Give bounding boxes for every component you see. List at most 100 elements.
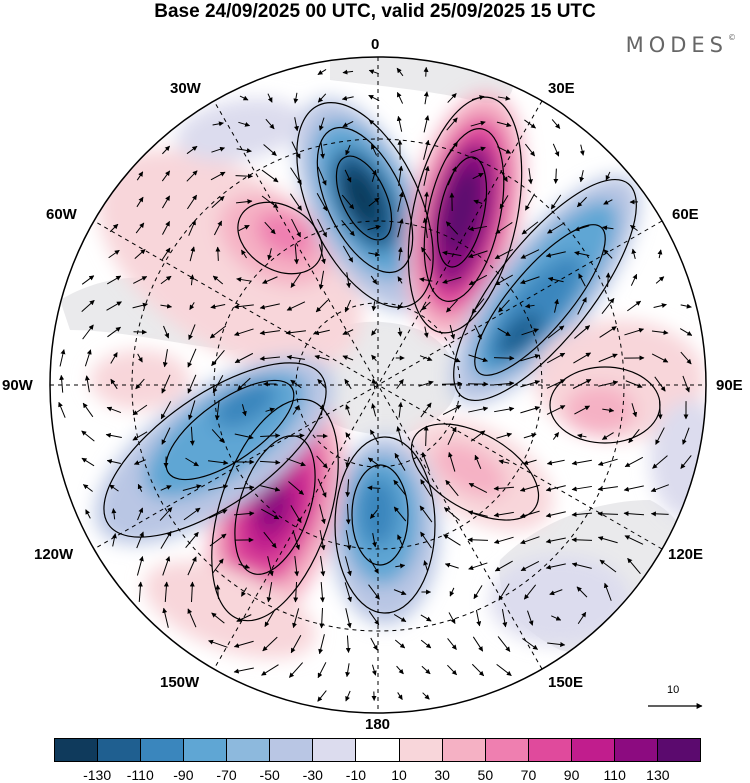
wind-vector [241,404,247,417]
contour-lines [103,96,661,622]
wind-vector [650,484,669,493]
wind-vector [233,304,254,310]
wind-vector [186,194,198,210]
wind-vector [317,378,327,389]
wind-vector [550,194,562,210]
wind-vector [422,692,430,700]
wind-vector [397,191,404,212]
wind-vector [162,220,170,235]
wind-vector [344,169,352,183]
wind-vector [210,171,226,181]
wind-vector [394,452,406,471]
wind-vector [345,503,351,525]
wind-vector [680,351,692,365]
wind-vector [494,248,514,260]
wind-vector [393,479,407,497]
wind-vector [571,511,593,517]
wind-vector [109,223,119,233]
colorbar-tick-label: 90 [563,767,580,783]
wind-vector [470,120,486,127]
wind-vector [396,67,404,77]
wind-vector [81,299,95,313]
wind-vector [264,609,276,628]
wind-vector [211,612,225,624]
wind-vector [234,328,254,337]
wind-vector [212,121,224,127]
wind-vector [109,484,119,492]
colorbar-swatch [528,739,572,761]
wind-vector [421,452,430,472]
wind-vector [574,325,591,339]
wind-vector [260,485,281,492]
anomaly-pos-southatlantic-core [257,212,313,258]
wind-vector [341,219,355,237]
lon-label-30w: 30W [170,80,201,97]
wind-vector [84,375,90,393]
wind-vector [188,219,196,236]
wind-vector [367,457,380,467]
wind-vector [471,95,485,101]
wind-vector [472,172,484,180]
colorbar-swatch [313,739,357,761]
wind-vector [598,353,618,363]
colorbar-tick-label: -110 [126,767,154,783]
wind-vector [393,613,407,623]
wind-vector [345,144,351,156]
lon-label-180: 180 [365,716,391,733]
wind-vector [397,218,404,238]
wind-vector [545,511,566,518]
wind-vector [446,117,458,131]
wind-vector [444,562,459,569]
lon-label-90w: 90W [2,377,33,394]
wind-vector [599,559,617,573]
wind-vector [419,277,433,283]
wind-vector [290,505,302,524]
wind-vector [601,297,615,314]
wind-vector [234,352,254,364]
wind-vector [236,277,252,282]
wind-vector [602,407,615,413]
wind-vector [212,375,224,394]
wind-vector [496,121,512,128]
wind-vector [546,379,566,389]
wind-vector [134,249,146,259]
wind-vector [346,272,352,289]
wind-vector [546,459,565,466]
wind-vector [135,378,145,390]
wind-vector [189,302,195,311]
wind-vector [577,611,587,625]
wind-vector [468,482,488,494]
contour-pos-30e-a [407,96,523,334]
colorbar-tick-label: 30 [434,767,450,783]
wind-vector [267,248,273,261]
wind-vector [545,563,566,570]
wind-vector [520,380,541,388]
wind-vector [290,167,302,185]
wind-vector [397,534,403,546]
wind-vector [106,459,121,464]
anomaly-pos-150w-core [255,482,291,534]
wind-vector [209,533,227,547]
wind-vector [85,509,91,519]
wind-vector [233,640,254,648]
wind-vector [264,221,276,235]
wind-vector [236,148,252,153]
wind-vector [627,300,642,312]
wind-vector [447,93,457,103]
wind-vector [185,457,199,467]
wind-vector [527,610,534,626]
wind-vector [368,610,380,626]
wind-vector [603,249,613,259]
wind-vector [474,324,482,340]
wind-vector [421,246,431,261]
contour-neg-60e-a [453,178,637,402]
wind-vector [571,459,592,466]
wind-vector [345,530,352,551]
wind-vector [161,247,171,261]
lon-label-60e: 60E [672,206,699,223]
wind-vector [525,193,535,211]
anomaly-pos-30e-core [442,165,482,255]
wind-vector [215,246,221,261]
lon-label-90e: 90E [716,377,743,394]
